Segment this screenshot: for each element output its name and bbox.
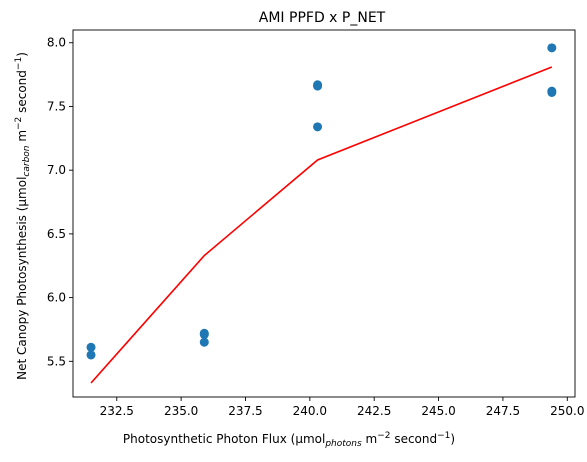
x-tick-label: 242.5 (357, 404, 391, 418)
x-axis-title-end: second (391, 432, 438, 446)
y-tick-label: 7.5 (47, 99, 66, 113)
y-axis-title-sup2: −1 (14, 57, 24, 70)
scatter-point (86, 342, 96, 352)
axes: 232.5 235.0 237.5 240.0 242.5 245.0 247.5 250.0… (47, 29, 584, 418)
y-tick-label: 8.0 (47, 36, 66, 50)
x-tick-label: 235.0 (164, 404, 198, 418)
y-axis-title-end: second (15, 70, 29, 117)
fit-line (90, 66, 553, 384)
y-tick-label: 5.5 (47, 354, 66, 368)
x-tick-label: 240.0 (293, 404, 327, 418)
x-tick-label: 250.0 (550, 404, 584, 418)
y-axis-title-sup: −2 (14, 117, 24, 130)
series-layer (86, 43, 557, 384)
scatter-point (547, 43, 557, 53)
scatter-point (313, 81, 323, 91)
scatter-point (86, 350, 96, 360)
scatter-point (313, 122, 323, 132)
x-axis-title-sup: −2 (377, 431, 390, 441)
y-tick-label: 6.5 (47, 227, 66, 241)
x-tick-label: 232.5 (100, 404, 134, 418)
x-axis-title-close: ) (450, 432, 455, 446)
x-axis-title-sup2: −1 (437, 431, 450, 441)
y-axis-title-mid: m (15, 130, 29, 146)
y-tick-label: 6.0 (47, 291, 66, 305)
x-axis-title-mid: m (362, 432, 378, 446)
plot-frame (72, 29, 576, 398)
y-axis-title: Net Canopy Photosynthesis (μmolcarbon m−… (14, 52, 32, 380)
x-axis-title-main: Photosynthetic Photon Flux (μmol (123, 432, 325, 446)
x-axis-title: Photosynthetic Photon Flux (μmolphotons … (123, 431, 455, 449)
y-axis-title-sub: carbon (22, 145, 32, 176)
y-axis-title-close: ) (15, 52, 29, 57)
chart-title: AMI PPFD x P_NET (259, 10, 386, 26)
scatter-point (199, 337, 209, 347)
x-axis-title-sub: photons (324, 439, 362, 449)
y-axis-title-main: Net Canopy Photosynthesis (μmol (15, 177, 29, 380)
x-tick-label: 245.0 (421, 404, 455, 418)
x-tick-label: 237.5 (228, 404, 262, 418)
y-tick-label: 7.0 (47, 163, 66, 177)
scatter-point (199, 330, 209, 340)
x-tick-label: 247.5 (486, 404, 520, 418)
scatter-point (547, 87, 557, 97)
